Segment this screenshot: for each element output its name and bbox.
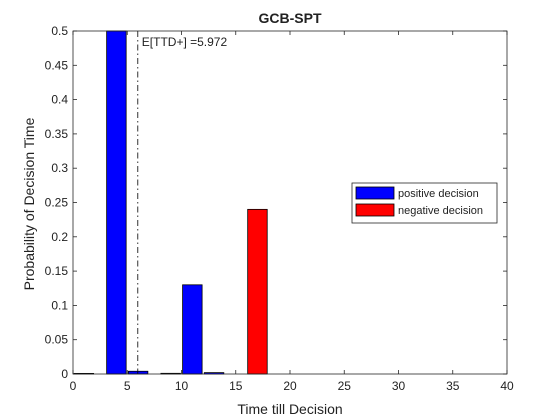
x-axis: 0 5 10 15 20 25 30 35 40 [70, 31, 514, 393]
x-tick-label: 5 [124, 379, 131, 393]
x-tick-label: 30 [392, 379, 406, 393]
y-tick-label: 0.1 [51, 298, 68, 312]
x-tick-label: 35 [446, 379, 460, 393]
chart-title: GCB-SPT [259, 10, 322, 26]
x-tick-label: 40 [500, 379, 514, 393]
y-tick-label: 0.05 [45, 333, 69, 347]
y-tick-label: 0 [61, 367, 68, 381]
x-tick-label: 25 [338, 379, 352, 393]
x-tick-label: 15 [229, 379, 243, 393]
legend-swatch-1 [355, 203, 395, 217]
y-tick-label: 0.2 [51, 230, 68, 244]
legend: positive decision negative decision [351, 182, 498, 224]
legend-label-0: positive decision [398, 188, 479, 200]
bar-0-1 [106, 30, 127, 375]
x-tick-label: 10 [175, 379, 189, 393]
mean-annotation: E[TTD+] =5.972 [142, 35, 228, 49]
y-tick-label: 0.45 [45, 58, 69, 72]
y-tick-label: 0.5 [51, 24, 68, 38]
x-axis-label: Time till Decision [237, 401, 342, 417]
legend-swatch-0 [355, 186, 395, 200]
y-tick-label: 0.15 [45, 264, 69, 278]
y-axis: 0 0.05 0.1 0.15 0.2 0.25 0.3 0.35 0.4 0.45 0.5 [45, 24, 507, 381]
y-axis-label: Probability of Decision Time [21, 117, 37, 290]
bar-1-0 [247, 208, 268, 375]
bar-0-4 [182, 284, 203, 375]
plot-area: E[TTD+] =5.972 0 5 10 15 20 25 30 35 40 0 0.05 0.1 0.… [45, 24, 514, 393]
x-tick-label: 20 [283, 379, 297, 393]
y-tick-label: 0.35 [45, 127, 69, 141]
y-tick-label: 0.4 [51, 93, 68, 107]
y-tick-label: 0.25 [45, 196, 69, 210]
bar-series-1 [247, 208, 268, 375]
y-tick-label: 0.3 [51, 161, 68, 175]
x-tick-label: 0 [70, 379, 77, 393]
legend-label-1: negative decision [398, 205, 483, 217]
